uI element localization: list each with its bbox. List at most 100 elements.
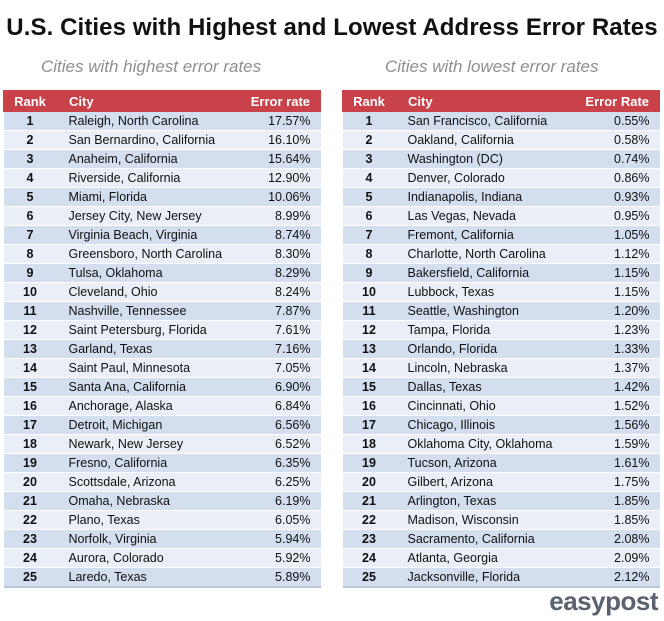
error-rate-cell: 1.23% xyxy=(576,320,660,340)
rank-cell: 12 xyxy=(342,320,396,340)
table-row: 25 Laredo, Texas 5.89% xyxy=(3,567,321,588)
rank-cell: 4 xyxy=(342,168,396,188)
city-cell: San Francisco, California xyxy=(395,111,577,131)
table-row: 24 Aurora, Colorado 5.92% xyxy=(3,548,321,568)
table-row: 21 Arlington, Texas 1.85% xyxy=(342,491,660,511)
city-cell: Saint Paul, Minnesota xyxy=(56,358,238,378)
rank-cell: 20 xyxy=(3,472,57,492)
city-cell: Santa Ana, California xyxy=(56,377,238,397)
rank-cell: 17 xyxy=(342,415,396,435)
rank-cell: 16 xyxy=(3,396,57,416)
highest-table-body: 1 Raleigh, North Carolina 17.57% 2 San Berna… xyxy=(3,111,321,588)
rank-cell: 21 xyxy=(3,491,57,511)
city-cell: Aurora, Colorado xyxy=(56,548,238,568)
table-row: 21 Omaha, Nebraska 6.19% xyxy=(3,491,321,511)
rank-cell: 14 xyxy=(342,358,396,378)
city-header: City xyxy=(395,90,577,112)
city-cell: Jacksonville, Florida xyxy=(395,567,577,588)
city-cell: Denver, Colorado xyxy=(395,168,577,188)
error-rate-cell: 7.61% xyxy=(237,320,321,340)
lowest-table-body: 1 San Francisco, California 0.55% 2 Oakland,… xyxy=(342,111,660,588)
rank-cell: 10 xyxy=(342,282,396,302)
table-row: 6 Las Vegas, Nevada 0.95% xyxy=(342,206,660,226)
city-cell: Miami, Florida xyxy=(56,187,238,207)
table-row: 11 Seattle, Washington 1.20% xyxy=(342,301,660,321)
error-rate-cell: 1.15% xyxy=(576,263,660,283)
rank-cell: 20 xyxy=(342,472,396,492)
city-cell: Atlanta, Georgia xyxy=(395,548,577,568)
highest-error-table: Rank City Error rate 1 Raleigh, North Car… xyxy=(3,90,321,588)
city-cell: Charlotte, North Carolina xyxy=(395,244,577,264)
city-cell: Indianapolis, Indiana xyxy=(395,187,577,207)
rank-cell: 8 xyxy=(342,244,396,264)
error-rate-cell: 2.12% xyxy=(576,567,660,588)
city-cell: Norfolk, Virginia xyxy=(56,529,238,549)
rank-cell: 17 xyxy=(3,415,57,435)
error-rate-cell: 0.58% xyxy=(576,130,660,150)
city-cell: Virginia Beach, Virginia xyxy=(56,225,238,245)
page-title: U.S. Cities with Highest and Lowest Addr… xyxy=(6,14,658,41)
city-cell: Riverside, California xyxy=(56,168,238,188)
rank-header: Rank xyxy=(3,90,57,112)
city-cell: Anchorage, Alaska xyxy=(56,396,238,416)
error-rate-cell: 1.52% xyxy=(576,396,660,416)
lowest-subtitle: Cities with lowest error rates xyxy=(385,57,599,76)
rank-cell: 9 xyxy=(3,263,57,283)
city-cell: Tampa, Florida xyxy=(395,320,577,340)
error-rate-cell: 8.30% xyxy=(237,244,321,264)
table-row: 8 Greensboro, North Carolina 8.30% xyxy=(3,244,321,264)
table-row: 3 Anaheim, California 15.64% xyxy=(3,149,321,169)
table-row: 5 Miami, Florida 10.06% xyxy=(3,187,321,207)
error-rate-header: Error rate xyxy=(237,90,321,112)
highest-subtitle: Cities with highest error rates xyxy=(41,57,262,76)
table-row: 14 Lincoln, Nebraska 1.37% xyxy=(342,358,660,378)
city-cell: San Bernardino, California xyxy=(56,130,238,150)
table-row: 7 Virginia Beach, Virginia 8.74% xyxy=(3,225,321,245)
table-row: 19 Fresno, California 6.35% xyxy=(3,453,321,473)
error-rate-cell: 7.16% xyxy=(237,339,321,359)
error-rate-cell: 1.05% xyxy=(576,225,660,245)
table-row: 18 Newark, New Jersey 6.52% xyxy=(3,434,321,454)
city-cell: Gilbert, Arizona xyxy=(395,472,577,492)
error-rate-cell: 0.93% xyxy=(576,187,660,207)
rank-cell: 23 xyxy=(3,529,57,549)
city-cell: Madison, Wisconsin xyxy=(395,510,577,530)
rank-cell: 7 xyxy=(3,225,57,245)
rank-cell: 2 xyxy=(342,130,396,150)
city-cell: Greensboro, North Carolina xyxy=(56,244,238,264)
city-cell: Oakland, California xyxy=(395,130,577,150)
table-row: 14 Saint Paul, Minnesota 7.05% xyxy=(3,358,321,378)
rank-cell: 19 xyxy=(342,453,396,473)
city-cell: Cincinnati, Ohio xyxy=(395,396,577,416)
rank-header: Rank xyxy=(342,90,396,112)
city-cell: Fremont, California xyxy=(395,225,577,245)
error-rate-cell: 7.87% xyxy=(237,301,321,321)
error-rate-cell: 16.10% xyxy=(237,130,321,150)
error-rate-cell: 1.20% xyxy=(576,301,660,321)
error-rate-cell: 1.59% xyxy=(576,434,660,454)
rank-cell: 2 xyxy=(3,130,57,150)
rank-cell: 3 xyxy=(3,149,57,169)
table-row: 17 Chicago, Illinois 1.56% xyxy=(342,415,660,435)
table-row: 5 Indianapolis, Indiana 0.93% xyxy=(342,187,660,207)
city-cell: Seattle, Washington xyxy=(395,301,577,321)
error-rate-cell: 2.08% xyxy=(576,529,660,549)
city-cell: Lincoln, Nebraska xyxy=(395,358,577,378)
error-rate-cell: 1.42% xyxy=(576,377,660,397)
city-cell: Tucson, Arizona xyxy=(395,453,577,473)
rank-cell: 23 xyxy=(342,529,396,549)
error-rate-cell: 2.09% xyxy=(576,548,660,568)
rank-cell: 13 xyxy=(3,339,57,359)
error-rate-cell: 0.74% xyxy=(576,149,660,169)
error-rate-cell: 8.24% xyxy=(237,282,321,302)
rank-cell: 22 xyxy=(342,510,396,530)
table-row: 24 Atlanta, Georgia 2.09% xyxy=(342,548,660,568)
table-row: 4 Riverside, California 12.90% xyxy=(3,168,321,188)
table-row: 23 Norfolk, Virginia 5.94% xyxy=(3,529,321,549)
error-rate-cell: 6.25% xyxy=(237,472,321,492)
error-rate-cell: 8.74% xyxy=(237,225,321,245)
table-row: 10 Lubbock, Texas 1.15% xyxy=(342,282,660,302)
rank-cell: 24 xyxy=(342,548,396,568)
city-cell: Nashville, Tennessee xyxy=(56,301,238,321)
